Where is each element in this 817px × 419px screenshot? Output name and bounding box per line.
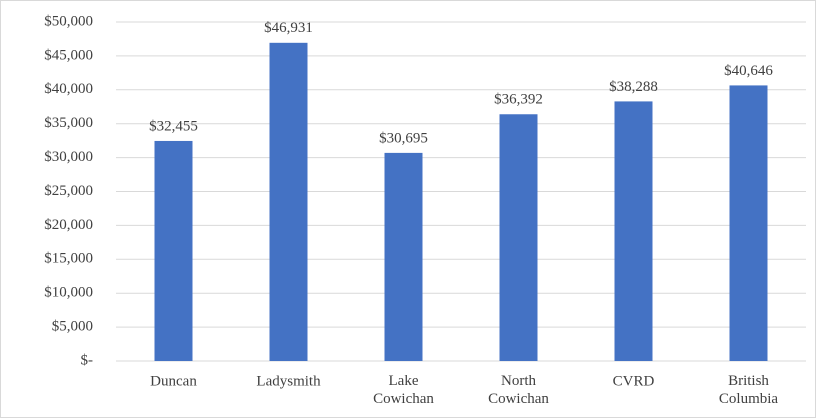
- x-tick-label: Lake Cowichan: [373, 373, 434, 407]
- bar: [269, 42, 308, 361]
- y-tick-label: $25,000: [44, 183, 93, 199]
- x-tick-label: North Cowichan: [488, 373, 549, 407]
- y-tick-label: $45,000: [44, 47, 93, 63]
- data-label: $32,455: [149, 118, 198, 134]
- y-tick-label: $15,000: [44, 251, 93, 267]
- y-tick-label: $-: [81, 352, 94, 368]
- bar: [729, 85, 768, 362]
- x-tick-label: British Columbia: [719, 373, 779, 407]
- y-tick-label: $50,000: [44, 13, 93, 29]
- y-tick-label: $10,000: [44, 285, 93, 301]
- y-tick-label: $20,000: [44, 217, 93, 233]
- x-tick-label: CVRD: [613, 373, 655, 389]
- y-tick-label: $35,000: [44, 115, 93, 131]
- bar: [614, 101, 653, 362]
- data-label: $38,288: [609, 79, 658, 95]
- y-tick-label: $30,000: [44, 149, 93, 165]
- y-tick-label: $40,000: [44, 81, 93, 97]
- bar: [499, 114, 538, 361]
- x-tick-label: Ladysmith: [256, 373, 321, 389]
- x-tick-label: Duncan: [150, 373, 197, 389]
- data-label: $40,646: [724, 63, 773, 79]
- data-label: $30,695: [379, 130, 428, 146]
- data-label: $46,931: [264, 20, 313, 36]
- bar: [384, 152, 423, 361]
- y-tick-label: $5,000: [52, 319, 93, 335]
- bar: [154, 140, 193, 361]
- data-label: $36,392: [494, 92, 543, 108]
